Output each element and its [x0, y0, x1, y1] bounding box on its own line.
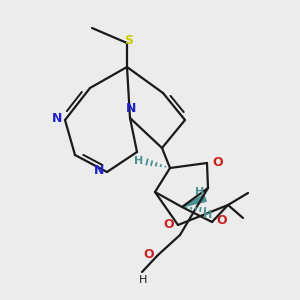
Text: O: O — [164, 218, 174, 230]
Text: H: H — [139, 275, 147, 285]
Text: N: N — [94, 164, 104, 178]
Text: O: O — [143, 248, 154, 260]
Text: H: H — [203, 210, 212, 220]
Text: N: N — [52, 112, 62, 125]
Text: O: O — [212, 155, 223, 169]
Text: O: O — [216, 214, 226, 227]
Text: H: H — [195, 187, 204, 197]
Polygon shape — [182, 195, 206, 207]
Text: N: N — [126, 102, 136, 115]
Text: H: H — [134, 156, 143, 166]
Text: S: S — [124, 34, 134, 47]
